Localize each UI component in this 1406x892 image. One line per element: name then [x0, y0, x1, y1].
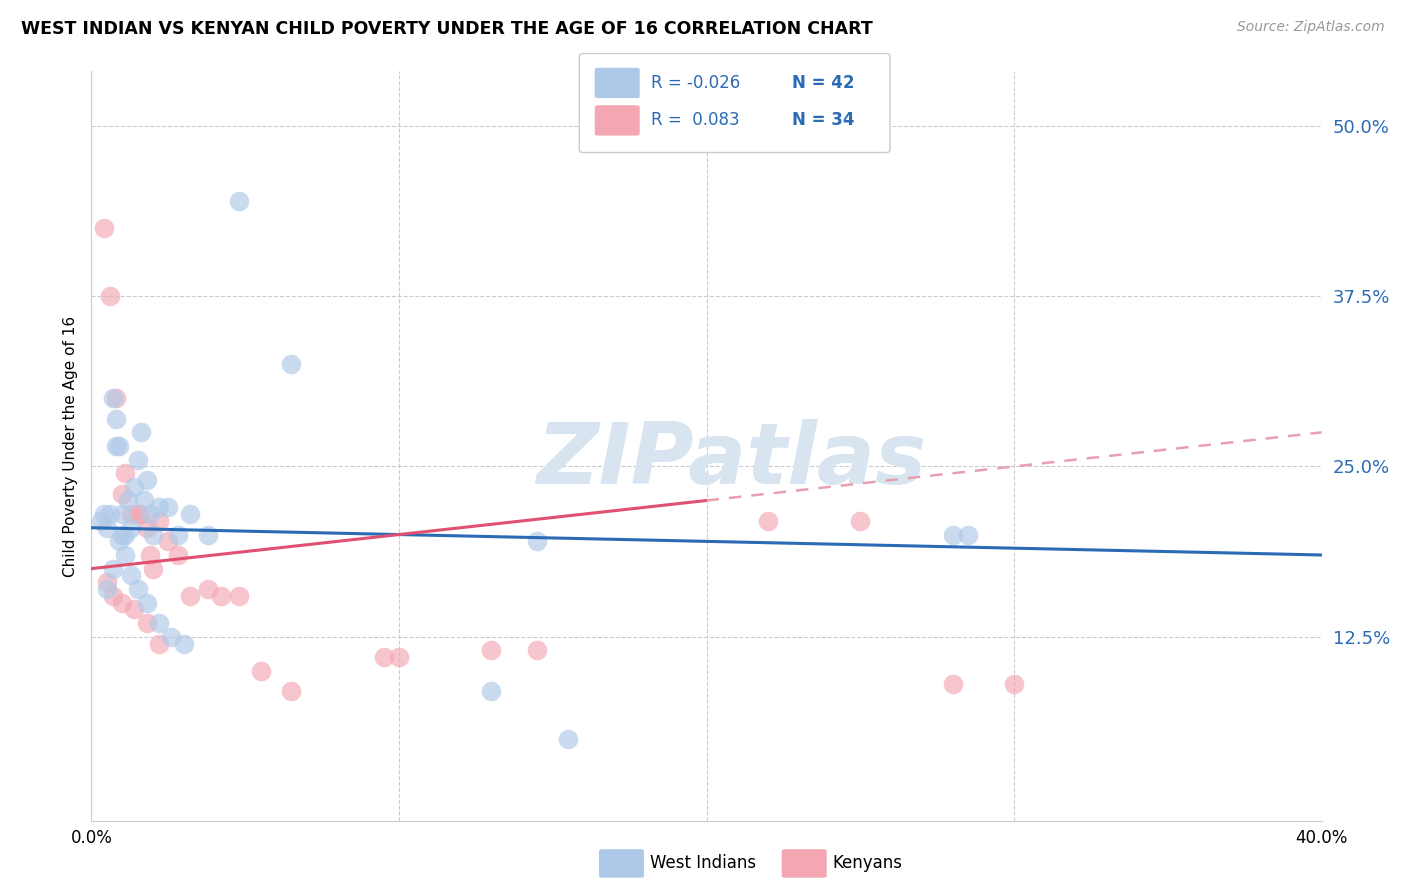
- Point: [111, 527, 134, 541]
- Point: [135, 596, 157, 610]
- Point: [93, 221, 115, 235]
- Point: [105, 439, 127, 453]
- Text: ZIPatlas: ZIPatlas: [536, 419, 927, 502]
- Point: [96, 521, 118, 535]
- Point: [148, 514, 170, 528]
- Point: [96, 575, 118, 590]
- Point: [127, 507, 149, 521]
- Point: [148, 636, 170, 650]
- Point: [756, 514, 779, 528]
- Point: [173, 636, 195, 650]
- Point: [197, 527, 219, 541]
- Point: [114, 548, 136, 562]
- Point: [117, 493, 139, 508]
- Text: N = 34: N = 34: [792, 112, 853, 129]
- Point: [157, 534, 180, 549]
- Point: [108, 534, 131, 549]
- Point: [249, 664, 271, 678]
- Point: [111, 507, 134, 521]
- Point: [135, 521, 157, 535]
- Point: [90, 514, 112, 528]
- Point: [148, 500, 170, 515]
- Point: [373, 650, 395, 665]
- Point: [209, 589, 232, 603]
- Text: N = 42: N = 42: [792, 74, 853, 92]
- Point: [129, 507, 152, 521]
- Point: [160, 630, 183, 644]
- Point: [127, 452, 149, 467]
- Text: Kenyans: Kenyans: [832, 855, 903, 872]
- Point: [557, 731, 579, 746]
- Point: [849, 514, 872, 528]
- Point: [197, 582, 219, 596]
- Text: WEST INDIAN VS KENYAN CHILD POVERTY UNDER THE AGE OF 16 CORRELATION CHART: WEST INDIAN VS KENYAN CHILD POVERTY UNDE…: [21, 20, 873, 37]
- Point: [142, 561, 165, 575]
- Point: [942, 677, 965, 691]
- Point: [1002, 677, 1025, 691]
- Point: [228, 194, 250, 208]
- Point: [93, 507, 115, 521]
- Point: [120, 521, 142, 535]
- Point: [120, 507, 142, 521]
- Point: [956, 527, 979, 541]
- Point: [101, 561, 124, 575]
- Point: [148, 616, 170, 631]
- Text: R = -0.026: R = -0.026: [651, 74, 740, 92]
- Point: [388, 650, 411, 665]
- Point: [111, 486, 134, 500]
- Point: [179, 507, 201, 521]
- Point: [105, 392, 127, 406]
- Text: West Indians: West Indians: [650, 855, 755, 872]
- Point: [228, 589, 250, 603]
- Point: [135, 616, 157, 631]
- Point: [111, 596, 134, 610]
- Point: [132, 493, 155, 508]
- Point: [526, 643, 548, 657]
- Point: [108, 439, 131, 453]
- Y-axis label: Child Poverty Under the Age of 16: Child Poverty Under the Age of 16: [62, 316, 77, 576]
- Point: [120, 568, 142, 582]
- Point: [124, 480, 146, 494]
- Point: [479, 684, 502, 698]
- Point: [98, 507, 121, 521]
- Point: [942, 527, 965, 541]
- Point: [479, 643, 502, 657]
- Point: [166, 527, 188, 541]
- Point: [124, 602, 146, 616]
- Point: [101, 392, 124, 406]
- Point: [135, 473, 157, 487]
- Point: [105, 411, 127, 425]
- Point: [139, 507, 162, 521]
- Point: [526, 534, 548, 549]
- Point: [101, 589, 124, 603]
- Point: [166, 548, 188, 562]
- Point: [280, 357, 302, 371]
- Text: R =  0.083: R = 0.083: [651, 112, 740, 129]
- Point: [280, 684, 302, 698]
- Point: [114, 467, 136, 481]
- Point: [139, 548, 162, 562]
- Text: Source: ZipAtlas.com: Source: ZipAtlas.com: [1237, 20, 1385, 34]
- Point: [96, 582, 118, 596]
- Point: [129, 425, 152, 440]
- Point: [179, 589, 201, 603]
- Point: [114, 527, 136, 541]
- Point: [98, 289, 121, 303]
- Point: [127, 582, 149, 596]
- Point: [157, 500, 180, 515]
- Point: [142, 527, 165, 541]
